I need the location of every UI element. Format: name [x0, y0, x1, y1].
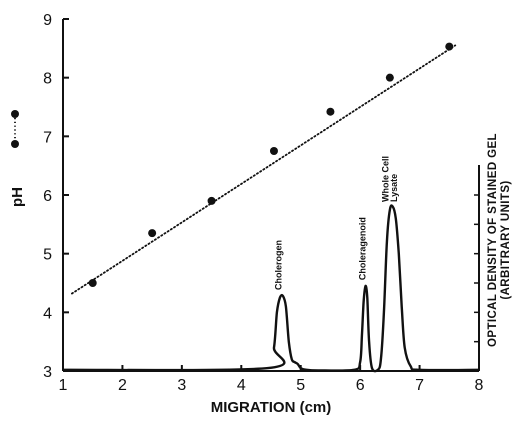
- y-axis-label-group: pH: [9, 187, 26, 207]
- peak-label: Choleragenoid: [358, 217, 368, 280]
- x-axis-label: MIGRATION (cm): [211, 399, 332, 416]
- peak-label: Whole Cell: [381, 156, 391, 202]
- ph-data-point: [207, 196, 216, 205]
- x-tick-label: 8: [475, 377, 484, 394]
- ph-data-point: [385, 73, 394, 82]
- peak-label: Cholerogen: [274, 240, 284, 290]
- y-axis-label: pH: [9, 187, 26, 207]
- x-tick-label: 4: [237, 377, 246, 394]
- right-axis-label-line2: (ARBITRARY UNITS): [500, 180, 512, 299]
- y-tick-label: 3: [43, 364, 52, 381]
- x-tick-label: 7: [415, 377, 424, 394]
- optical-density-trace: [62, 204, 480, 373]
- x-tick-label: 5: [296, 377, 305, 394]
- peak-label: Lysate: [389, 174, 399, 202]
- x-tick-label: 1: [59, 377, 68, 394]
- legend-point-top: [11, 110, 19, 118]
- y-tick-label: 6: [43, 188, 52, 205]
- ph-data-point: [88, 279, 97, 287]
- right-axis-label-line1: OPTICAL DENSITY OF STAINED GEL: [487, 133, 499, 347]
- x-tick-label: 2: [118, 377, 127, 394]
- ph-data-point: [445, 42, 454, 51]
- x-tick-label: 3: [177, 377, 186, 394]
- ph-trend-line: [71, 44, 457, 295]
- series-group: [62, 42, 480, 373]
- x-tick-label: 6: [356, 377, 365, 394]
- y-tick-label: 9: [43, 12, 52, 29]
- y-tick-label: 4: [43, 305, 52, 322]
- ph-data-point: [269, 147, 278, 155]
- y-ticks: 3 4 5 6 7 8 9: [43, 12, 69, 381]
- right-axis-label-group: OPTICAL DENSITY OF STAINED GEL (ARBITRAR…: [487, 133, 512, 347]
- ph-legend-marker: [11, 110, 19, 148]
- y-tick-label: 7: [43, 129, 52, 146]
- plot-frame: [62, 19, 480, 372]
- ph-data-point: [326, 107, 335, 116]
- ph-data-point: [148, 229, 157, 238]
- legend-point-bottom: [11, 140, 19, 148]
- y-tick-label: 5: [43, 247, 52, 264]
- y-tick-label: 8: [43, 71, 52, 88]
